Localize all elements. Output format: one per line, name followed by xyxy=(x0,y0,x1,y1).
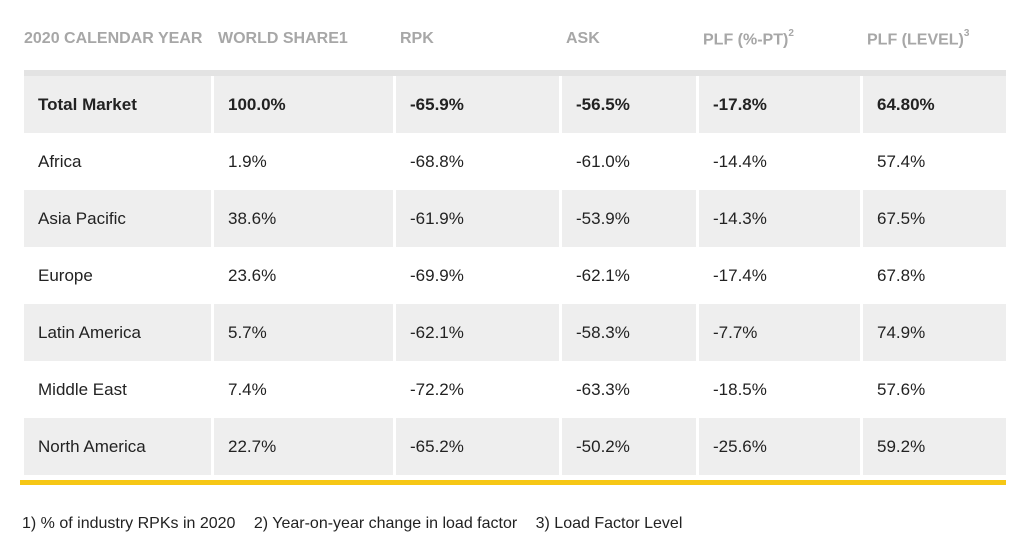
footnote-marker: 3 xyxy=(963,28,970,40)
plf-level-cell: 67.5% xyxy=(863,190,1006,247)
footnote-3: 3) Load Factor Level xyxy=(535,515,683,532)
footnote-1: 1) % of industry RPKs in 2020 xyxy=(22,515,236,532)
rpk-cell: -72.2% xyxy=(410,379,464,399)
rpk-cell: -61.9% xyxy=(396,190,559,247)
world-share-cell: 23.6% xyxy=(228,265,277,285)
data-table: 2020 CALENDAR YEAR WORLD SHARE1 RPK ASK … xyxy=(24,6,1006,475)
region-cell: Africa xyxy=(38,151,82,171)
footnote-marker: 2 xyxy=(788,28,794,40)
plf-pt-cell: -18.5% xyxy=(713,379,767,399)
rpk-cell: -65.2% xyxy=(396,418,559,475)
plf-level-cell: 64.80% xyxy=(863,76,1006,133)
header-rpk: RPK xyxy=(400,29,434,47)
rpk-cell: -65.9% xyxy=(396,76,559,133)
plf-pt-cell: -14.4% xyxy=(713,151,767,171)
ask-cell: -58.3% xyxy=(562,304,696,361)
plf-level-cell: 59.2% xyxy=(863,418,1006,475)
table-row: North America 22.7% -65.2% -50.2% -25.6%… xyxy=(24,418,1006,475)
table-row: Middle East 7.4% -72.2% -63.3% -18.5% 57… xyxy=(24,361,1006,418)
plf-level-cell: 57.6% xyxy=(877,379,926,399)
header-world-share: WORLD SHARE1 xyxy=(218,29,348,47)
ask-cell: -62.1% xyxy=(576,265,630,285)
header-calendar-year: 2020 CALENDAR YEAR xyxy=(24,29,203,47)
ask-cell: -50.2% xyxy=(562,418,696,475)
table-row: Asia Pacific 38.6% -61.9% -53.9% -14.3% … xyxy=(24,190,1006,247)
header-ask: ASK xyxy=(566,29,600,47)
ask-cell: -56.5% xyxy=(562,76,696,133)
footnote-2: 2) Year-on-year change in load factor xyxy=(253,515,518,532)
plf-pt-cell: -14.3% xyxy=(699,190,860,247)
region-cell: Asia Pacific xyxy=(24,190,211,247)
table-row-total-market: Total Market 100.0% -65.9% -56.5% -17.8%… xyxy=(24,76,1006,133)
plf-level-cell: 67.8% xyxy=(877,265,926,285)
region-cell: Middle East xyxy=(38,379,127,399)
world-share-cell: 7.4% xyxy=(228,379,267,399)
table-header: 2020 CALENDAR YEAR WORLD SHARE1 RPK ASK … xyxy=(24,6,1006,76)
header-plf-level: PLF (LEVEL)3 xyxy=(867,28,970,49)
header-plf-pt: PLF (%-PT)2 xyxy=(703,28,794,49)
world-share-cell: 38.6% xyxy=(214,190,393,247)
plf-level-cell: 57.4% xyxy=(877,151,926,171)
region-cell: North America xyxy=(24,418,211,475)
ask-cell: -63.3% xyxy=(576,379,630,399)
region-cell: Europe xyxy=(38,265,93,285)
footnotes: 1) % of industry RPKs in 2020 2) Year-on… xyxy=(22,515,696,533)
accent-divider xyxy=(20,480,1006,485)
ask-cell: -61.0% xyxy=(576,151,630,171)
table-row: Europe 23.6% -69.9% -62.1% -17.4% 67.8% xyxy=(24,247,1006,304)
rpk-cell: -69.9% xyxy=(410,265,464,285)
table-row: Africa 1.9% -68.8% -61.0% -14.4% 57.4% xyxy=(24,133,1006,190)
region-cell: Latin America xyxy=(24,304,211,361)
world-share-cell: 100.0% xyxy=(214,76,393,133)
rpk-cell: -68.8% xyxy=(410,151,464,171)
plf-pt-cell: -25.6% xyxy=(699,418,860,475)
ask-cell: -53.9% xyxy=(562,190,696,247)
world-share-cell: 5.7% xyxy=(214,304,393,361)
plf-pt-cell: -7.7% xyxy=(699,304,860,361)
table-body: Total Market 100.0% -65.9% -56.5% -17.8%… xyxy=(24,76,1006,475)
plf-level-cell: 74.9% xyxy=(863,304,1006,361)
world-share-cell: 22.7% xyxy=(214,418,393,475)
plf-pt-cell: -17.4% xyxy=(713,265,767,285)
world-share-cell: 1.9% xyxy=(228,151,267,171)
rpk-cell: -62.1% xyxy=(396,304,559,361)
plf-pt-cell: -17.8% xyxy=(699,76,860,133)
table-row: Latin America 5.7% -62.1% -58.3% -7.7% 7… xyxy=(24,304,1006,361)
region-cell: Total Market xyxy=(24,76,211,133)
